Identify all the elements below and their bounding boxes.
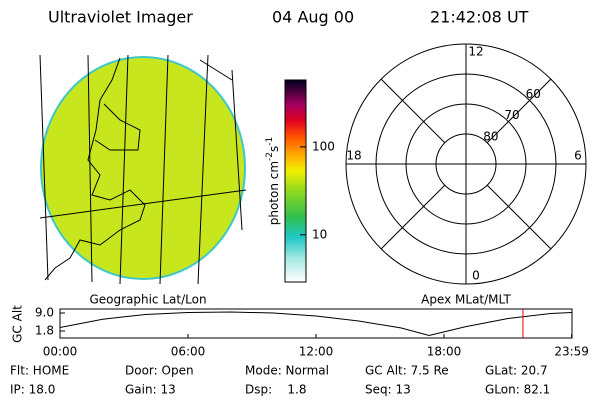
polar-spoke [486, 184, 552, 250]
colorbar-label: photon cm-2s-1 [265, 137, 281, 226]
status-field: GLon: 82.1 [485, 383, 550, 397]
status-field: Door: Open [125, 364, 194, 378]
polar-spoke [486, 78, 552, 144]
status-field: Seq: 13 [365, 383, 411, 397]
status-field: Mode: Normal [245, 364, 329, 378]
polar-mlt-label: 18 [346, 149, 361, 163]
polar-mlt-label: 0 [472, 269, 480, 283]
polar-title: Apex MLat/MLT [421, 293, 511, 307]
instrument: Ultraviolet Imager [48, 8, 193, 27]
map [39, 54, 247, 285]
colorbar-tick-label: 10 [312, 227, 327, 241]
gc-alt-line [59, 311, 573, 337]
y-tick-label: 9.0 [35, 306, 54, 320]
colorbar [284, 79, 307, 283]
polar-mlt-label: 6 [574, 149, 582, 163]
time: 21:42:08 UT [430, 8, 529, 27]
polar-spoke [380, 78, 446, 144]
x-tick-label: 12:00 [299, 345, 334, 359]
status-field: GC Alt: 7.5 Re [365, 364, 449, 378]
date: 04 Aug 00 [272, 8, 354, 27]
polar-ring-label: 70 [504, 108, 519, 122]
status-field: Gain: 13 [125, 383, 176, 397]
y-tick-label: 1.8 [35, 324, 54, 338]
status-field: IP: 18.0 [10, 383, 55, 397]
x-tick-label: 06:00 [171, 345, 206, 359]
polar-ring-label: 80 [483, 129, 498, 143]
polar-mlt-label: 12 [468, 45, 483, 59]
x-tick-label: 18:00 [427, 345, 462, 359]
status-field: Flt: HOME [10, 364, 69, 378]
map-title: Geographic Lat/Lon [89, 293, 206, 307]
timeline-ylabel: GC Alt [11, 305, 25, 343]
polar-ring-label: 60 [526, 87, 541, 101]
status-field: GLat: 20.7 [485, 364, 548, 378]
x-tick-label: 23:59 [554, 345, 589, 359]
status-field: Dsp: 1.8 [245, 383, 307, 397]
polar-spoke [380, 184, 446, 250]
colorbar-tick-label: 100 [312, 139, 335, 153]
x-tick-label: 00:00 [43, 345, 78, 359]
timeline-frame [59, 308, 573, 339]
